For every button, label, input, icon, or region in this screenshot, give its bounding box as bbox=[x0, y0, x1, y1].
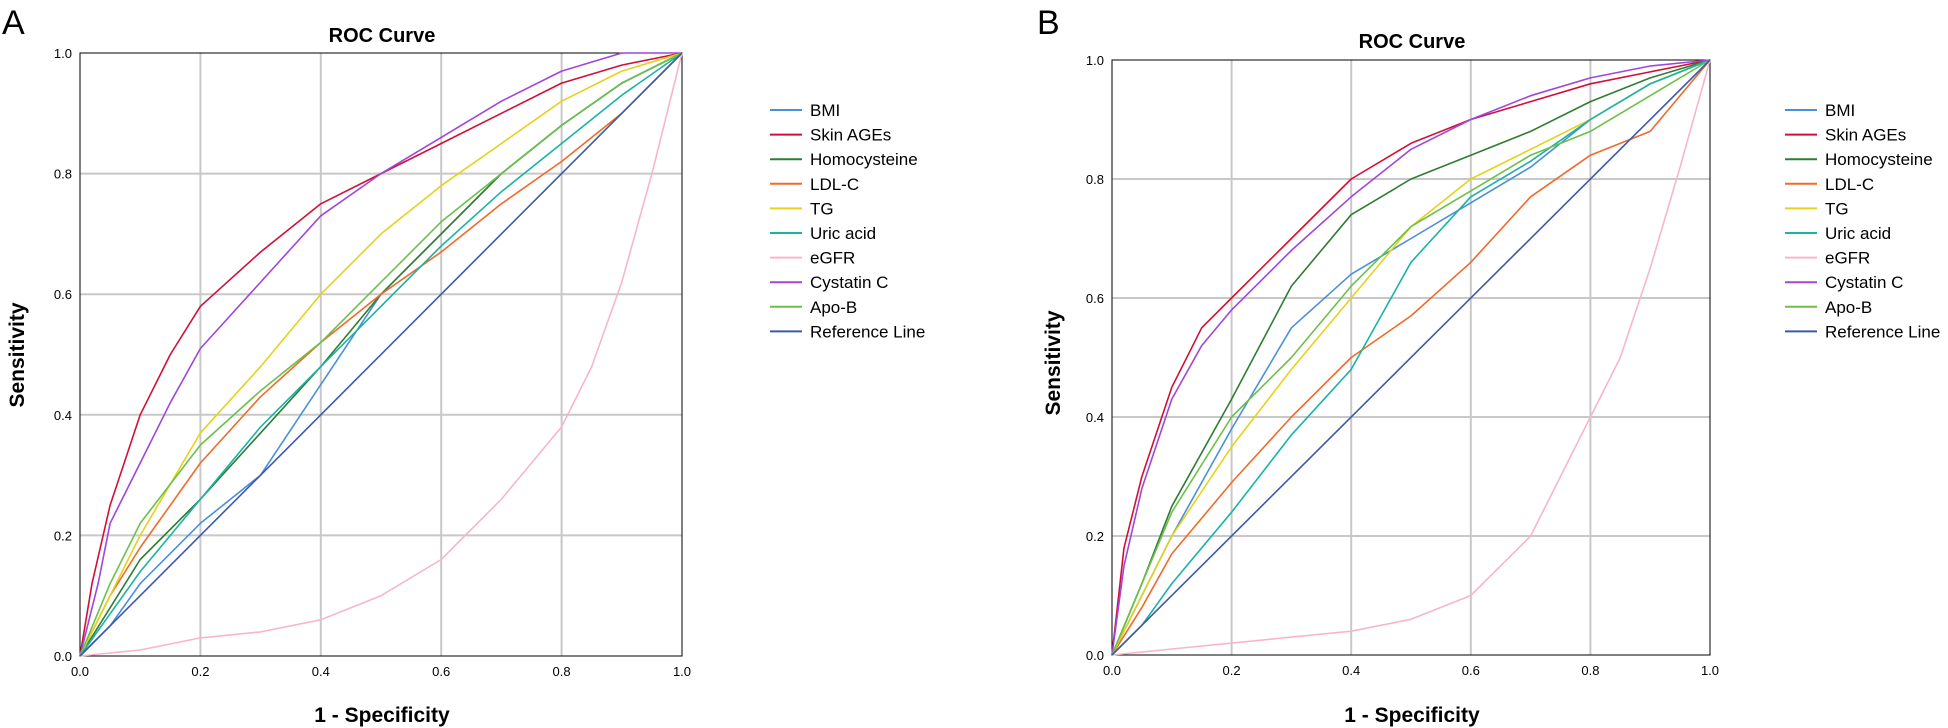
y-axis-label: Sensitivity bbox=[1042, 310, 1065, 415]
series-line-cystatin-c bbox=[1111, 59, 1711, 656]
panel-letter: A bbox=[2, 4, 25, 42]
legend-label-egfr: eGFR bbox=[810, 249, 855, 268]
y-tick-label: 0.0 bbox=[54, 649, 72, 664]
series-line-skin-ages bbox=[1111, 59, 1711, 656]
x-tick-label: 0.0 bbox=[1103, 663, 1121, 678]
series-layer bbox=[1111, 59, 1711, 656]
x-tick-label: 0.8 bbox=[1581, 663, 1599, 678]
series-line-apo-b bbox=[1111, 59, 1711, 656]
legend-label-cystatin-c: Cystatin C bbox=[810, 273, 888, 292]
x-axis-label: 1 - Specificity bbox=[1344, 704, 1480, 727]
x-tick-label: 0.8 bbox=[553, 664, 571, 679]
legend-label-reference-line: Reference Line bbox=[810, 322, 925, 341]
x-tick-label: 0.6 bbox=[1462, 663, 1480, 678]
legend-label-ldl-c: LDL-C bbox=[1825, 175, 1874, 194]
roc-panel-a: A ROC Curve 0.0 0.2 0.4 0.6 0.8 1.00.00.20.40… bbox=[2, 4, 925, 727]
legend-label-cystatin-c: Cystatin C bbox=[1825, 273, 1903, 292]
legend-label-tg: TG bbox=[1825, 199, 1849, 218]
legend-label-skin-ages: Skin AGEs bbox=[810, 126, 891, 145]
legend-label-apo-b: Apo-B bbox=[810, 298, 857, 317]
tick-labels: 0.0 0.2 0.4 0.6 0.8 1.0 0.0 0.2 0.4 0.6 0.8 1.0 bbox=[54, 46, 691, 679]
y-tick-label: 0.0 bbox=[1086, 648, 1104, 663]
legend-label-uric-acid: Uric acid bbox=[1825, 224, 1891, 243]
roc-panel-b: B ROC Curve 0.0 0.2 0.4 0.6 0.8 1.00.00.20.40… bbox=[1037, 4, 1940, 727]
x-tick-label: 1.0 bbox=[673, 664, 691, 679]
chart-title: ROC Curve bbox=[329, 25, 436, 47]
series-line-reference-line bbox=[1111, 59, 1711, 656]
series-layer bbox=[79, 52, 683, 657]
x-tick-label: 0.4 bbox=[312, 664, 330, 679]
y-tick-label: 0.2 bbox=[54, 528, 72, 543]
y-tick-label: 0.8 bbox=[1086, 172, 1104, 187]
series-line-cystatin-c bbox=[79, 52, 682, 657]
series-line-skin-ages bbox=[79, 52, 683, 657]
legend-label-homocysteine: Homocysteine bbox=[1825, 150, 1933, 169]
legend: BMI Skin AGEs Homocysteine LDL-C TG Uric acid… bbox=[1785, 101, 1940, 341]
y-tick-label: 0.8 bbox=[54, 167, 72, 182]
chart-title: ROC Curve bbox=[1359, 31, 1466, 53]
y-axis-label: Sensitivity bbox=[6, 302, 29, 407]
legend-label-skin-ages: Skin AGEs bbox=[1825, 126, 1906, 145]
series-line-reference-line bbox=[79, 52, 683, 657]
legend-label-bmi: BMI bbox=[810, 101, 840, 120]
plot-frame bbox=[79, 52, 683, 657]
y-tick-label: 0.4 bbox=[1086, 410, 1104, 425]
y-tick-label: 1.0 bbox=[54, 46, 72, 61]
series-line-tg bbox=[79, 52, 683, 657]
legend-label-homocysteine: Homocysteine bbox=[810, 150, 918, 169]
x-tick-label: 0.2 bbox=[191, 664, 209, 679]
y-tick-label: 0.4 bbox=[54, 408, 72, 423]
series-line-homocysteine bbox=[1111, 59, 1711, 656]
legend-label-tg: TG bbox=[810, 199, 834, 218]
plot-frame bbox=[1111, 59, 1711, 656]
legend-label-reference-line: Reference Line bbox=[1825, 322, 1940, 341]
series-line-egfr bbox=[79, 52, 683, 657]
x-tick-label: 0.4 bbox=[1342, 663, 1360, 678]
series-line-apo-b bbox=[79, 52, 683, 657]
series-line-ldl-c bbox=[79, 52, 683, 657]
x-tick-label: 1.0 bbox=[1701, 663, 1719, 678]
legend-label-ldl-c: LDL-C bbox=[810, 175, 859, 194]
x-axis-label: 1 - Specificity bbox=[314, 704, 450, 727]
legend-label-bmi: BMI bbox=[1825, 101, 1855, 120]
series-line-egfr bbox=[1111, 59, 1711, 656]
tick-labels: 0.0 0.2 0.4 0.6 0.8 1.0 0.0 0.2 0.4 0.6 0.8 1.0 bbox=[1086, 53, 1719, 678]
series-line-uric-acid bbox=[1111, 59, 1711, 656]
legend-label-uric-acid: Uric acid bbox=[810, 224, 876, 243]
panel-letter: B bbox=[1037, 4, 1060, 42]
x-tick-label: 0.0 bbox=[71, 664, 89, 679]
y-tick-label: 0.6 bbox=[54, 287, 72, 302]
y-tick-label: 1.0 bbox=[1086, 53, 1104, 68]
y-tick-label: 0.2 bbox=[1086, 529, 1104, 544]
series-line-ldl-c bbox=[1111, 59, 1711, 656]
x-tick-label: 0.6 bbox=[432, 664, 450, 679]
series-line-uric-acid bbox=[79, 52, 683, 657]
x-tick-label: 0.2 bbox=[1223, 663, 1241, 678]
legend-label-apo-b: Apo-B bbox=[1825, 298, 1872, 317]
legend: BMI Skin AGEs Homocysteine LDL-C TG Uric acid… bbox=[770, 101, 925, 341]
y-tick-label: 0.6 bbox=[1086, 291, 1104, 306]
legend-label-egfr: eGFR bbox=[1825, 249, 1870, 268]
